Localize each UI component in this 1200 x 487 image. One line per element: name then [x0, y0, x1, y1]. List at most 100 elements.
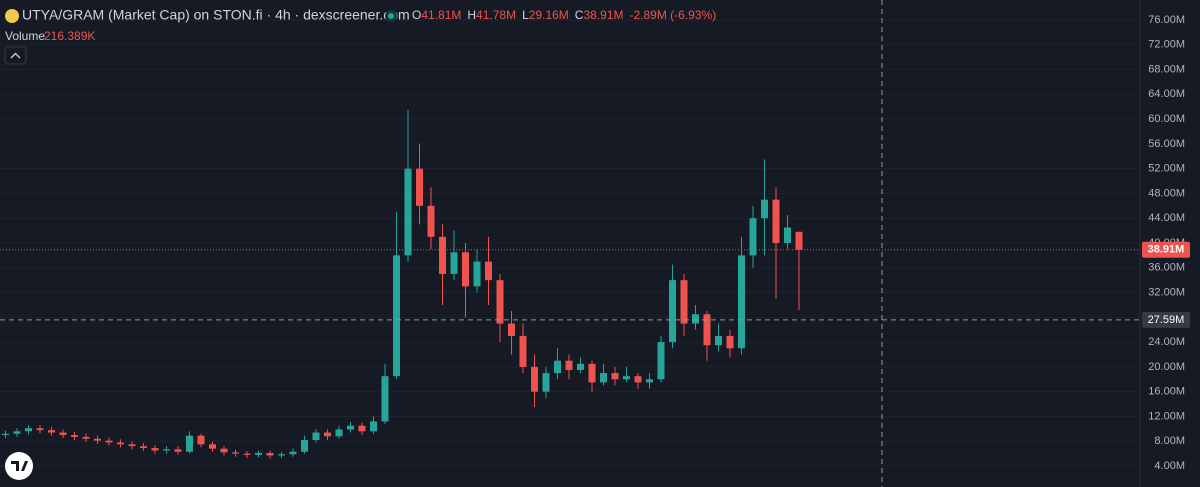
- last-price-box: [1142, 241, 1190, 258]
- volume-label: Volume: [5, 29, 45, 43]
- candle-body: [427, 205, 435, 237]
- y-tick-label: 52.00M: [1148, 163, 1185, 175]
- candle-body: [220, 448, 228, 453]
- candle-body: [266, 452, 274, 456]
- candle-body: [324, 432, 331, 437]
- y-tick-label: 64.00M: [1148, 88, 1185, 100]
- candle-body: [94, 438, 101, 441]
- y-tick-label: 36.00M: [1148, 262, 1185, 274]
- candle-body: [772, 199, 780, 244]
- collapse-icon: [10, 52, 21, 59]
- ohlc-value: 29.16M: [529, 8, 569, 22]
- candle-body: [542, 373, 550, 392]
- y-tick-label: 4.00M: [1154, 460, 1185, 472]
- volume-value: 216.389K: [44, 29, 95, 43]
- candle-body: [611, 373, 619, 380]
- y-tick-label: 56.00M: [1148, 138, 1185, 150]
- candle-body: [381, 376, 389, 422]
- logo-glyph: [11, 461, 28, 471]
- collapse-button[interactable]: [4, 46, 27, 65]
- candle-body: [703, 314, 711, 346]
- y-tick-label: 48.00M: [1148, 187, 1185, 199]
- candle-body: [657, 342, 665, 380]
- y-tick-label: 60.00M: [1148, 113, 1185, 125]
- candle-body: [508, 323, 515, 336]
- candle-body: [71, 435, 78, 437]
- ohlc-change: -2.89M (-6.93%): [630, 8, 717, 22]
- candle-body: [692, 314, 699, 324]
- candle-body: [439, 236, 446, 274]
- y-tick-label: 24.00M: [1148, 336, 1185, 348]
- candle-body: [531, 366, 538, 392]
- candle-body: [82, 436, 90, 439]
- y-tick-label: 8.00M: [1154, 435, 1185, 447]
- ohlc-value: 41.78M: [476, 8, 516, 22]
- y-tick-label: 32.00M: [1148, 286, 1185, 298]
- candle-body: [496, 280, 504, 324]
- candle-body: [289, 451, 297, 455]
- ohlc-key: H: [467, 8, 476, 22]
- candle-body: [623, 376, 630, 380]
- candle-body: [209, 444, 216, 449]
- y-tick-label: 16.00M: [1148, 386, 1185, 398]
- candle-body: [715, 335, 722, 346]
- candle-body: [301, 439, 308, 452]
- candle-body: [232, 452, 239, 454]
- candle-body: [669, 280, 676, 343]
- candle-body: [749, 218, 757, 256]
- candle-body: [197, 435, 205, 445]
- candle-body: [13, 431, 21, 434]
- ohlc-value: 41.81M: [421, 8, 461, 22]
- candle-body: [588, 363, 596, 383]
- candles: [2, 109, 803, 459]
- candle-body: [255, 452, 262, 455]
- candle-body: [565, 360, 573, 370]
- candle-body: [128, 444, 136, 447]
- candle-body: [186, 435, 193, 452]
- candle-body: [174, 449, 182, 452]
- candle-body: [278, 454, 285, 456]
- y-tick-label: 20.00M: [1148, 361, 1185, 373]
- candle-body: [784, 227, 791, 244]
- candle-body: [163, 449, 170, 451]
- candle-body: [151, 448, 159, 451]
- candle-body: [25, 428, 32, 432]
- candle-body: [404, 168, 412, 256]
- candle-body: [140, 446, 147, 449]
- candle-body: [105, 440, 113, 443]
- candle-body: [2, 433, 9, 436]
- chart-title: UTYA/GRAM (Market Cap) on STON.fi · 4h ·…: [22, 7, 410, 23]
- candle-body: [312, 432, 320, 440]
- candle-body: [36, 428, 44, 431]
- candle-body: [600, 373, 607, 383]
- ohlc-legend: O41.81M H41.78M L29.16M C38.91M -2.89M (-6.9…: [412, 8, 716, 22]
- candle-body: [243, 453, 251, 455]
- candle-body: [370, 421, 377, 432]
- candle-body: [554, 360, 561, 374]
- y-tick-label: 76.00M: [1148, 14, 1185, 26]
- candle-body: [358, 425, 366, 432]
- candle-body: [473, 261, 481, 287]
- candle-body: [48, 430, 55, 433]
- candle-body: [761, 199, 768, 219]
- y-tick-label: 44.00M: [1148, 212, 1185, 224]
- candle-body: [738, 255, 745, 349]
- ohlc-key: L: [522, 8, 529, 22]
- crosshair-label: 27.59M: [1148, 314, 1185, 326]
- candle-body: [117, 442, 124, 445]
- ohlc-key: C: [575, 8, 584, 22]
- last-price-label: 38.91M: [1148, 244, 1185, 256]
- ohlc-key: O: [412, 8, 421, 22]
- candle-body: [393, 255, 400, 377]
- candle-body: [634, 376, 642, 383]
- candle-body: [519, 335, 527, 367]
- candle-body: [462, 252, 469, 287]
- crosshair-box: [1142, 311, 1190, 328]
- token-icon: [5, 9, 19, 23]
- y-tick-label: 12.00M: [1148, 410, 1185, 422]
- candle-body: [646, 379, 653, 383]
- candle-body: [485, 261, 492, 281]
- candle-body: [335, 429, 343, 437]
